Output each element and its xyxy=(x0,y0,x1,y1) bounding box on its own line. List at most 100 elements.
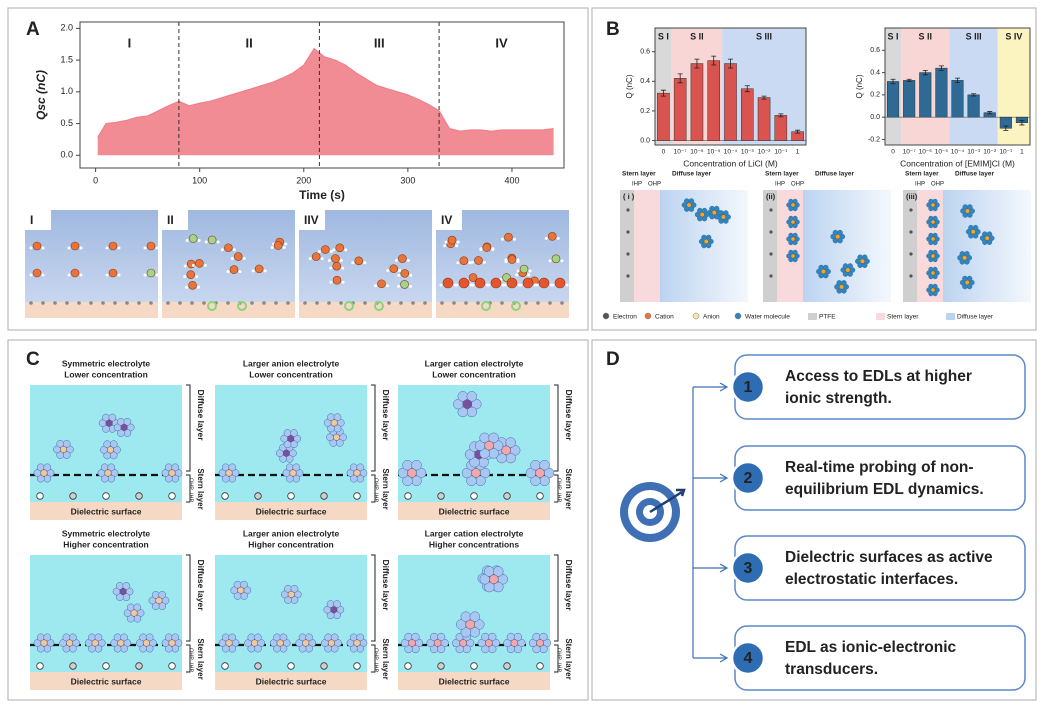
water xyxy=(197,286,200,289)
legend-label: Anion xyxy=(703,314,720,321)
legend-swatch xyxy=(876,313,885,320)
item-box xyxy=(735,355,1025,419)
cell-title: Symmetric electrolyte xyxy=(62,358,151,368)
water xyxy=(283,246,286,249)
item-text: equilibrium EDL dynamics. xyxy=(785,481,984,498)
electrolyte xyxy=(30,555,182,672)
electron xyxy=(524,301,528,305)
ion-core xyxy=(821,269,826,274)
ion-core xyxy=(156,597,163,604)
x-tick-label: 10⁻⁶ xyxy=(919,149,933,156)
ohp-label: OHP xyxy=(188,478,194,490)
bar xyxy=(775,115,787,140)
water xyxy=(479,248,482,251)
surface-label: Dielectric surface xyxy=(256,676,327,686)
ion xyxy=(71,269,79,277)
water xyxy=(106,274,109,277)
stern-label: Stern layer xyxy=(381,638,390,679)
ion-core xyxy=(105,470,112,477)
electron xyxy=(769,252,772,255)
item-box xyxy=(735,536,1025,600)
item-box xyxy=(735,446,1025,510)
ion xyxy=(147,242,155,250)
legend-swatch xyxy=(735,313,741,319)
water xyxy=(330,281,333,284)
figure: A B C D 01002003004000.00.51.01.52.0IIII… xyxy=(0,0,1044,706)
x-tick-label: 10⁻¹ xyxy=(999,149,1013,156)
ion-core xyxy=(489,575,498,584)
ohp-label: OHP xyxy=(556,478,562,490)
ion-core xyxy=(131,610,138,617)
diffuse-region xyxy=(943,190,1031,302)
electron xyxy=(769,208,772,211)
electron xyxy=(909,230,912,233)
ion xyxy=(274,241,282,249)
electron xyxy=(202,301,206,305)
electron xyxy=(77,301,81,305)
water xyxy=(328,259,331,262)
ihp-label: IHP xyxy=(188,663,194,673)
cell-title: Larger cation electrolyte xyxy=(425,358,524,368)
water xyxy=(233,248,236,251)
water xyxy=(204,264,207,267)
ion xyxy=(195,259,203,267)
cell-title: Higher concentrations xyxy=(429,539,519,549)
water xyxy=(344,248,347,251)
electron xyxy=(103,663,110,670)
water xyxy=(192,264,195,267)
water xyxy=(560,259,563,262)
ion xyxy=(109,242,117,250)
electron xyxy=(387,301,391,305)
electron xyxy=(29,301,33,305)
water xyxy=(504,284,507,287)
electron xyxy=(440,301,444,305)
ion-core xyxy=(460,640,467,647)
ion xyxy=(504,233,512,241)
x-tick-label: 0 xyxy=(891,149,895,156)
surface-label: Dielectric surface xyxy=(439,676,510,686)
water xyxy=(517,260,520,263)
ion-core xyxy=(791,220,795,224)
ohp-label: OHP xyxy=(188,648,194,660)
x-tick-label: 10⁻² xyxy=(983,149,997,156)
item-number: 1 xyxy=(744,379,753,396)
y-axis-label: Q (nC) xyxy=(625,74,634,98)
legend-label: Electron xyxy=(613,314,637,321)
item-number: 3 xyxy=(744,560,753,577)
electron xyxy=(89,301,93,305)
ihp-label: IHP xyxy=(373,493,379,503)
water xyxy=(217,240,220,243)
water xyxy=(566,284,569,287)
water xyxy=(156,274,159,277)
ion-core xyxy=(107,447,114,454)
ion-core xyxy=(331,420,338,427)
electron xyxy=(190,301,194,305)
ion-core xyxy=(536,469,545,478)
electron xyxy=(222,493,229,500)
water xyxy=(409,274,412,277)
ion-core xyxy=(931,288,935,292)
bar xyxy=(708,61,720,141)
legend-swatch xyxy=(645,313,651,319)
stern-label: Stern layer xyxy=(564,468,573,509)
electron xyxy=(315,301,319,305)
water xyxy=(205,240,208,243)
electron xyxy=(222,663,229,670)
water xyxy=(552,284,555,287)
stage-label: I xyxy=(128,35,132,50)
ion xyxy=(460,257,468,265)
y-tick-label: 0.4 xyxy=(640,78,650,85)
legend-swatch xyxy=(946,313,955,320)
ihp-label: IHP xyxy=(556,493,562,503)
ion-core xyxy=(712,210,717,215)
electron xyxy=(65,301,69,305)
ion xyxy=(224,244,232,252)
electron xyxy=(288,663,295,670)
ion-core xyxy=(118,640,125,647)
ion xyxy=(483,244,491,252)
ion-core xyxy=(106,420,113,427)
electron xyxy=(405,493,412,500)
item-text: Access to EDLs at higher xyxy=(785,368,972,385)
ptfe xyxy=(763,190,777,302)
ion xyxy=(33,242,41,250)
